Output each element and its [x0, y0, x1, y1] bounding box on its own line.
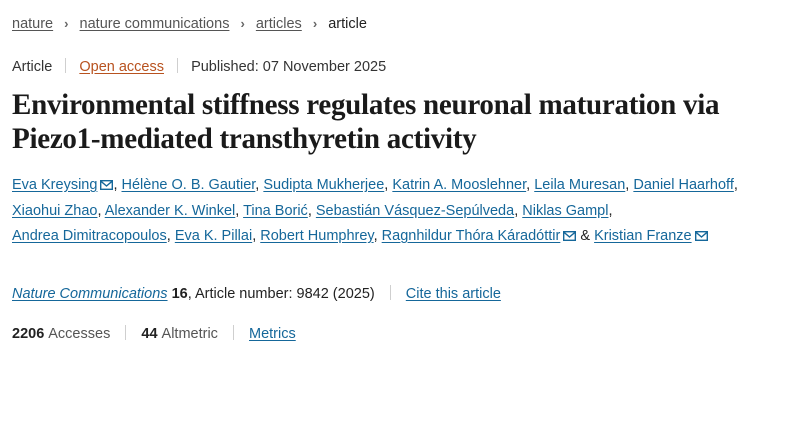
breadcrumb-item-nature-communications[interactable]: nature communications [79, 16, 230, 32]
author-link[interactable]: Daniel Haarhoff [633, 177, 734, 193]
article-title-line-2: maturation via Piezo1-mediated transthyr… [12, 89, 720, 155]
author-link[interactable]: Xiaohui Zhao [12, 202, 98, 219]
author-link[interactable]: Ragnhildur Thóra Káradóttir [381, 228, 561, 244]
author-separator: , [625, 177, 634, 193]
author-link[interactable]: Tina Borić [243, 202, 308, 219]
author-separator: , [307, 202, 316, 219]
author-separator: , [373, 228, 382, 244]
author-separator: , [166, 228, 175, 244]
author-link[interactable]: Kristian Franze [594, 228, 692, 244]
author-separator: , [514, 202, 523, 219]
published-date: Published: 07 November 2025 [191, 59, 387, 75]
author-link[interactable]: Eva Kreysing [12, 177, 98, 193]
altmetric-count: 44 [141, 325, 158, 342]
author-separator: , [113, 177, 122, 193]
citation-comma: , [187, 285, 192, 302]
article-type-label: Article [12, 59, 53, 75]
author-link[interactable]: Katrin A. Mooslehner [392, 177, 527, 193]
envelope-icon[interactable] [100, 174, 114, 191]
article-title-line-1: Environmental stiffness regulates neuron… [12, 89, 532, 121]
metrics-link[interactable]: Metrics [249, 325, 296, 342]
author-separator: , [252, 228, 261, 244]
accesses-label: Accesses [48, 325, 111, 342]
metrics-divider [232, 324, 234, 340]
author-link[interactable]: Sebastián Vásquez-Sepúlveda [315, 202, 515, 219]
breadcrumb-separator-icon: › [312, 16, 318, 31]
author-separator: , [384, 177, 393, 193]
cite-this-article-link[interactable]: Cite this article [405, 285, 501, 302]
author-separator: , [255, 177, 264, 193]
article-number: Article number: 9842 (2025) [194, 285, 375, 302]
author-link[interactable]: Eva K. Pillai [174, 228, 253, 244]
meta-divider [177, 58, 179, 73]
author-ampersand: & [580, 228, 591, 244]
page-title: Environmental stiffness regulates neuron… [12, 88, 776, 156]
author-link[interactable]: Niklas Gampl [522, 202, 609, 219]
envelope-icon[interactable] [694, 225, 708, 242]
article-meta: Article Open access Published: 07 Novemb… [12, 57, 788, 77]
metrics-divider [125, 324, 127, 340]
volume-number: 16 [171, 285, 188, 302]
author-link[interactable]: Leila Muresan [534, 177, 626, 193]
meta-divider [65, 58, 67, 73]
author-link[interactable]: Robert Humphrey [260, 228, 374, 244]
author-link[interactable]: Andrea Dimitracopoulos [12, 228, 167, 244]
author-link[interactable]: Sudipta Mukherjee [263, 177, 385, 193]
altmetric-label: Altmetric [161, 325, 218, 342]
journal-citation: Nature Communications 16, Article number… [12, 284, 788, 304]
author-separator: , [608, 202, 613, 219]
author-link[interactable]: Alexander K. Winkel [104, 202, 236, 219]
breadcrumb: nature › nature communications › article… [12, 14, 788, 34]
author-separator: , [97, 202, 105, 219]
accesses-count: 2206 [12, 325, 45, 342]
metrics-bar: 2206 Accesses 44 Altmetric Metrics [12, 324, 788, 344]
breadcrumb-separator-icon: › [64, 16, 69, 31]
author-list: Eva Kreysing, Hélène O. B. Gautier, Sudi… [12, 173, 772, 250]
journal-name-link[interactable]: Nature Communications [12, 285, 168, 302]
breadcrumb-item-nature[interactable]: nature [12, 16, 54, 32]
envelope-icon[interactable] [563, 225, 577, 242]
open-access-link[interactable]: Open access [79, 59, 164, 75]
author-separator: , [235, 202, 244, 219]
breadcrumb-item-article: article [328, 16, 367, 32]
breadcrumb-separator-icon: › [240, 16, 245, 31]
author-separator: , [526, 177, 535, 193]
citation-divider [389, 284, 391, 300]
author-separator: , [733, 177, 738, 193]
author-link[interactable]: Hélène O. B. Gautier [121, 177, 256, 193]
breadcrumb-item-articles[interactable]: articles [255, 16, 302, 32]
